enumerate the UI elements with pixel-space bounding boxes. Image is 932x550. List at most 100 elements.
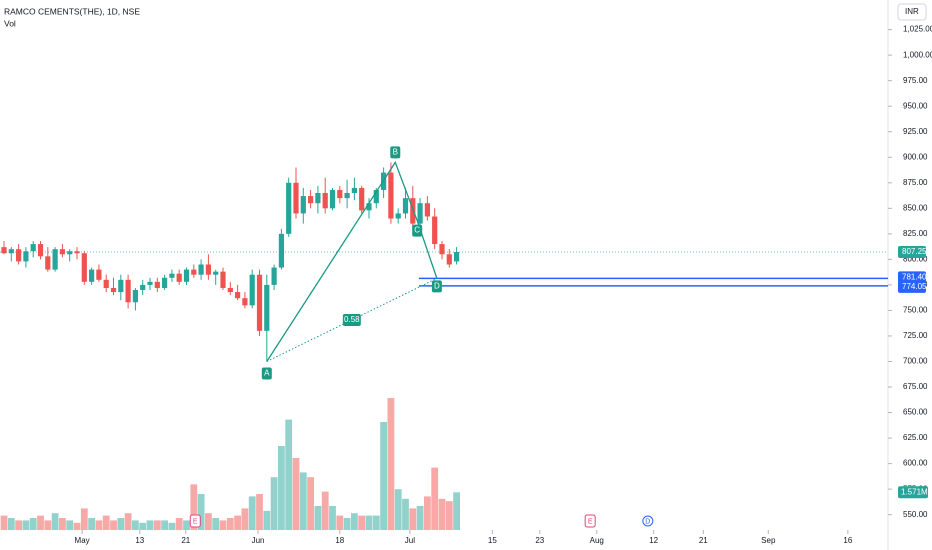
- candle-body: [235, 292, 241, 299]
- x-tick-label: Sep: [761, 536, 776, 545]
- candle-body: [351, 187, 357, 194]
- volume-bar: [15, 520, 23, 530]
- y-tick-label: 800.00: [903, 254, 928, 263]
- pattern-line: [266, 160, 438, 362]
- volume-bar: [59, 518, 66, 530]
- volume-bar: [314, 506, 322, 530]
- volume-bar: [350, 513, 358, 530]
- volume-bar: [453, 492, 460, 530]
- candle-body: [118, 279, 124, 293]
- candle-body: [286, 182, 292, 234]
- candle-body: [322, 193, 328, 209]
- candle-body: [388, 172, 394, 219]
- y-tick-label: 825.00: [903, 229, 928, 238]
- x-tick-label: Jul: [405, 536, 415, 545]
- x-tick-label: 13: [135, 536, 144, 545]
- candle-body: [1, 247, 7, 254]
- volume-bar: [197, 494, 205, 530]
- volume-bar: [117, 518, 125, 530]
- candle-body: [220, 271, 226, 288]
- candle-body: [417, 203, 423, 224]
- y-tick-label: 600.00: [903, 459, 928, 468]
- volume-bar: [299, 472, 307, 530]
- y-tick-label: 975.00: [903, 76, 928, 85]
- volume-bar: [51, 513, 59, 530]
- pattern-point-label: B: [393, 147, 398, 156]
- volume-bar: [37, 515, 44, 530]
- event-label: E: [588, 518, 593, 525]
- volume-bar: [307, 477, 314, 530]
- volume-bar: [416, 506, 424, 530]
- candle-body: [213, 271, 219, 275]
- candle-body: [249, 274, 255, 306]
- y-tick-label: 675.00: [903, 382, 928, 391]
- candle-body: [271, 267, 277, 285]
- candle-body: [45, 256, 51, 270]
- candle-body: [176, 273, 182, 282]
- candle-body: [453, 251, 460, 262]
- candle-body: [125, 279, 131, 303]
- x-tick-label: 15: [488, 536, 497, 545]
- candle-body: [307, 196, 314, 204]
- pattern-point-box: [431, 280, 442, 293]
- candle-body: [242, 298, 248, 306]
- candle-body: [110, 287, 117, 293]
- volume-bar: [292, 458, 300, 530]
- candle-body: [373, 189, 379, 204]
- level-label-box: [898, 271, 926, 284]
- y-tick-label: 950.00: [903, 101, 928, 110]
- event-icon: [189, 514, 201, 528]
- candle-body: [293, 182, 299, 214]
- volume-label-box: [898, 486, 928, 499]
- volume-bar: [248, 496, 256, 530]
- y-tick-label: 850.00: [903, 203, 928, 212]
- pattern-point-label: A: [264, 369, 270, 378]
- y-tick-label: 700.00: [903, 357, 928, 366]
- volume-bar: [80, 508, 88, 530]
- volume-bar: [336, 515, 344, 530]
- candle-body: [96, 269, 102, 280]
- y-tick-label: 750.00: [903, 306, 928, 315]
- volume-bar: [29, 518, 37, 530]
- volume-bar: [241, 508, 249, 530]
- x-tick-label: Aug: [590, 536, 604, 545]
- volume-bar: [44, 520, 52, 530]
- ratio-box: [342, 313, 361, 326]
- volume-bar: [110, 520, 117, 530]
- volume-bar: [438, 498, 446, 530]
- candle-body: [89, 269, 95, 282]
- level-label: 781.40: [902, 272, 927, 281]
- volume-bar: [153, 520, 161, 530]
- event-label: E: [193, 518, 198, 525]
- candle-body: [23, 251, 29, 262]
- candle-body: [8, 249, 14, 254]
- volume-value-label: 1.571M: [901, 487, 928, 496]
- candle-body: [16, 249, 22, 262]
- volume-bar: [321, 491, 329, 530]
- currency-box[interactable]: [897, 3, 927, 21]
- y-tick-label: 625.00: [903, 433, 928, 442]
- pattern-point-box: [390, 146, 401, 159]
- x-tick-label: 16: [843, 536, 852, 545]
- candle-body: [439, 244, 445, 255]
- volume-bar: [387, 398, 395, 530]
- volume-bar: [380, 422, 387, 530]
- candle-body: [344, 193, 350, 199]
- candle-body: [227, 287, 233, 293]
- volume-bar: [7, 518, 15, 530]
- y-tick-label: 725.00: [903, 331, 928, 340]
- volume-bar: [278, 446, 285, 530]
- volume-bar: [183, 520, 190, 530]
- candle-body: [147, 281, 153, 285]
- volume-bar: [365, 515, 373, 530]
- volume-bar: [124, 513, 132, 530]
- volume-bar: [285, 419, 293, 530]
- currency[interactable]: INR: [905, 7, 919, 16]
- y-tick-label: 875.00: [903, 178, 928, 187]
- candle-body: [132, 290, 139, 303]
- volume-bar: [190, 484, 198, 530]
- volume-bar: [409, 508, 417, 530]
- candle-body: [59, 249, 66, 255]
